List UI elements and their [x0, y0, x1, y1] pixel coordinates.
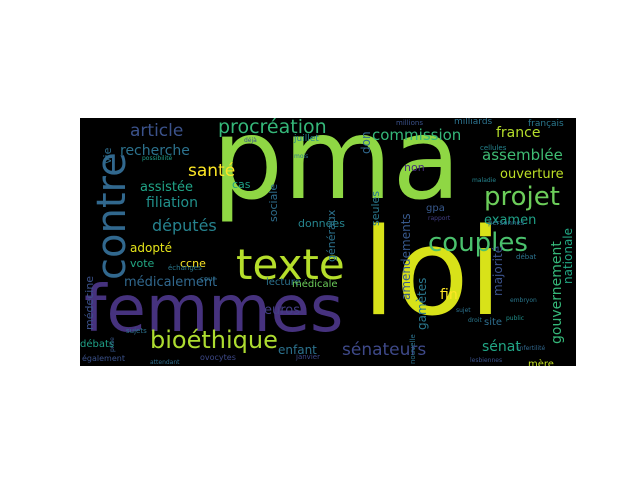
- word: janvier: [296, 353, 320, 361]
- word: cour: [200, 275, 216, 283]
- word: sénateurs: [342, 340, 427, 360]
- word: attendant: [150, 359, 180, 366]
- word: majorité: [491, 245, 505, 296]
- word: gamètes: [415, 277, 429, 330]
- word: santé: [188, 161, 236, 181]
- word: débats: [80, 339, 115, 350]
- word: pma: [212, 118, 461, 225]
- word: seules: [369, 190, 382, 226]
- word: médicalement: [124, 275, 218, 290]
- word: adopté: [130, 241, 173, 255]
- word: filiation: [146, 195, 198, 211]
- word: maladie: [472, 177, 497, 184]
- word: médecine: [83, 275, 96, 330]
- word: projet: [484, 182, 560, 212]
- word: assemblée: [482, 146, 563, 164]
- word: sociale: [267, 183, 280, 222]
- word: enfant: [278, 343, 317, 357]
- word: examen: [484, 213, 537, 228]
- word: don: [359, 131, 373, 154]
- word: français: [528, 119, 564, 129]
- word: personnes: [488, 219, 525, 227]
- word: millions: [396, 119, 423, 127]
- word: mois: [294, 153, 309, 160]
- word: lesbiennes: [470, 357, 503, 364]
- word: public: [506, 315, 525, 322]
- word: nationale: [561, 227, 575, 284]
- word: sénat: [482, 339, 521, 355]
- word: texte: [236, 240, 345, 289]
- word: données: [298, 217, 345, 230]
- word: non: [404, 161, 425, 174]
- word: femmes: [84, 273, 344, 347]
- word: droit: [468, 317, 482, 324]
- word: prise: [109, 337, 116, 352]
- word: médicale: [292, 279, 338, 290]
- word: vie: [101, 147, 114, 164]
- word: ouverture: [500, 167, 564, 182]
- word: lecture: [266, 277, 301, 288]
- word: déjà: [244, 137, 257, 144]
- word: euros: [264, 303, 301, 318]
- word: généraux: [325, 209, 338, 262]
- word: milliards: [454, 118, 493, 127]
- word: ccne: [180, 257, 206, 270]
- word: sujet: [456, 307, 471, 314]
- word: ovocytes: [200, 353, 236, 362]
- word: procréation: [218, 118, 327, 138]
- word: amendements: [399, 213, 413, 300]
- word: couples: [428, 228, 528, 258]
- word: cellules: [480, 144, 507, 152]
- word: cas: [232, 178, 251, 191]
- word: site: [484, 317, 503, 328]
- word-cloud: pma loi femmes texte contre couples proj…: [80, 118, 576, 366]
- word: nouvelle: [409, 334, 417, 364]
- word: bioéthique: [150, 326, 278, 354]
- word: débat: [516, 253, 537, 261]
- word: mère: [528, 359, 554, 367]
- word: embryon: [510, 297, 537, 304]
- word: gpa: [426, 203, 445, 214]
- word: également: [82, 354, 125, 363]
- word: rapport: [428, 215, 451, 222]
- word: juillet: [294, 134, 319, 144]
- word: france: [496, 125, 541, 141]
- word: vote: [130, 257, 155, 270]
- word: recherche: [120, 143, 190, 159]
- word: possibilité: [142, 155, 173, 162]
- word: assistée: [140, 180, 193, 195]
- word: contre: [89, 152, 135, 280]
- word: fin: [440, 287, 458, 303]
- word: loi: [362, 204, 503, 343]
- word: infertilité: [518, 345, 546, 352]
- word: députés: [152, 216, 217, 235]
- word: sujets: [126, 327, 147, 335]
- word: commission: [372, 126, 462, 144]
- word: article: [130, 121, 184, 141]
- word: échanges: [168, 264, 202, 272]
